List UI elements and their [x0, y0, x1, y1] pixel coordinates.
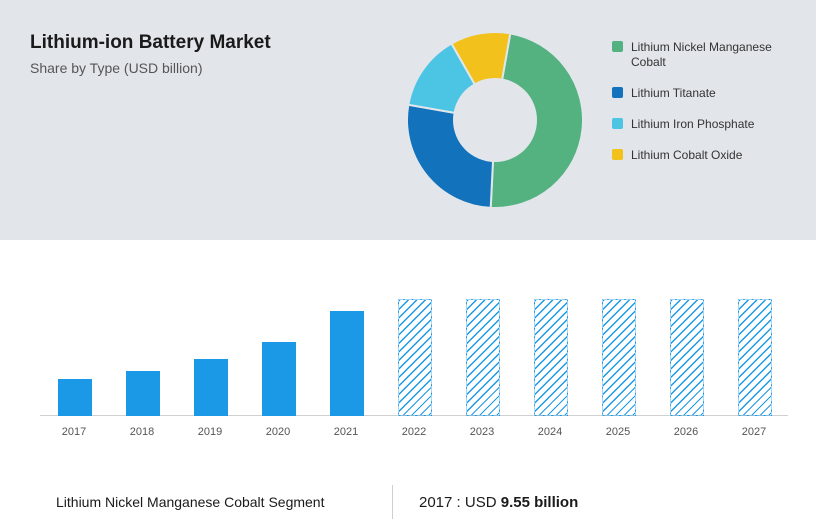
footer: Lithium Nickel Manganese Cobalt Segment … [0, 476, 816, 528]
bar-actual [194, 359, 228, 416]
value-line: 2017 : USD 9.55 billion [419, 494, 578, 511]
value-year: 2017 [419, 494, 452, 511]
bar-projected [466, 299, 500, 416]
bar-actual [126, 371, 160, 416]
legend-label: Lithium Nickel Manganese Cobalt [631, 40, 802, 70]
bar-projected [534, 299, 568, 416]
top-panel: Lithium-ion Battery Market Share by Type… [0, 0, 816, 240]
bar-year-label: 2026 [652, 426, 720, 438]
legend-swatch [612, 118, 623, 129]
legend-label: Lithium Iron Phosphate [631, 117, 802, 132]
legend-label: Lithium Cobalt Oxide [631, 148, 802, 163]
segment-name: Lithium Nickel Manganese Cobalt Segment [56, 493, 366, 511]
legend-item: Lithium Titanate [612, 86, 802, 101]
legend-swatch [612, 41, 623, 52]
legend-item: Lithium Cobalt Oxide [612, 148, 802, 163]
donut-legend: Lithium Nickel Manganese Cobalt Lithium T… [612, 40, 802, 179]
bar-year-label: 2019 [176, 426, 244, 438]
bar-year-label: 2021 [312, 426, 380, 438]
bar-projected [670, 299, 704, 416]
bar-year-label: 2023 [448, 426, 516, 438]
bar-actual [58, 379, 92, 416]
legend-swatch [612, 87, 623, 98]
bar-year-label: 2024 [516, 426, 584, 438]
page-subtitle: Share by Type (USD billion) [30, 60, 202, 76]
bar-year-label: 2018 [108, 426, 176, 438]
legend-label: Lithium Titanate [631, 86, 802, 101]
bar-projected [738, 299, 772, 416]
value-colon: : [457, 494, 465, 511]
page-title: Lithium-ion Battery Market [30, 32, 271, 54]
legend-swatch [612, 149, 623, 160]
bar-year-label: 2020 [244, 426, 312, 438]
bar-year-label: 2022 [380, 426, 448, 438]
bar-projected [602, 299, 636, 416]
bar-year-label: 2027 [720, 426, 788, 438]
legend-item: Lithium Iron Phosphate [612, 117, 802, 132]
value-amount: 9.55 billion [501, 494, 579, 511]
value-prefix: USD [465, 494, 497, 511]
legend-item: Lithium Nickel Manganese Cobalt [612, 40, 802, 70]
bar-chart: 2017201820192020202120222023202420252026… [40, 260, 788, 440]
bar-actual [330, 311, 364, 416]
donut-chart [395, 20, 595, 220]
footer-divider [392, 485, 393, 519]
donut-hole [453, 78, 537, 162]
bar-chart-panel: 2017201820192020202120222023202420252026… [0, 240, 816, 476]
bar-projected [398, 299, 432, 416]
bar-year-label: 2025 [584, 426, 652, 438]
bar-year-label: 2017 [40, 426, 108, 438]
bar-actual [262, 342, 296, 416]
